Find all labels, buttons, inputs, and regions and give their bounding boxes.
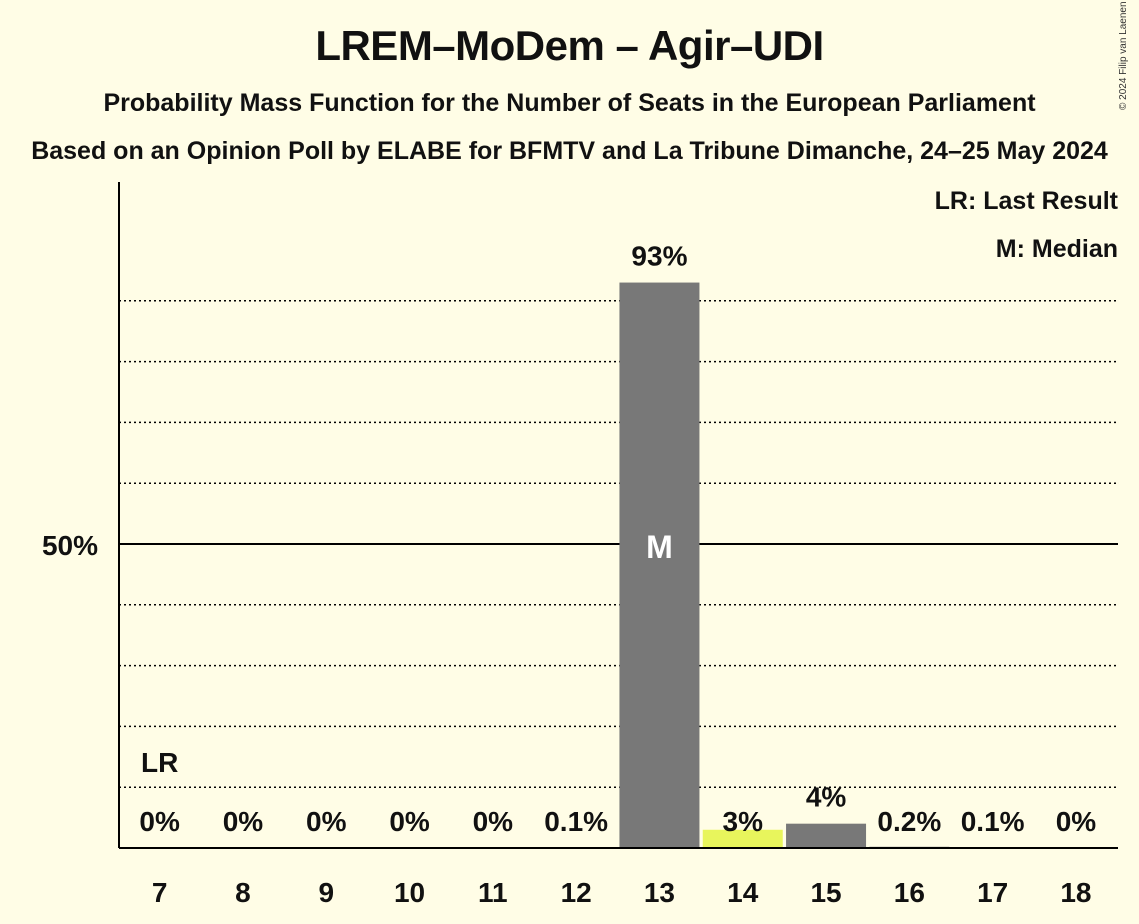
bar-value-label: 0% bbox=[306, 806, 347, 837]
grid-lines bbox=[119, 300, 1118, 788]
chart-subtitle: Probability Mass Function for the Number… bbox=[103, 89, 1036, 117]
x-tick-label: 7 bbox=[152, 877, 168, 908]
x-tick-label: 10 bbox=[394, 877, 425, 908]
bar-value-label: 0% bbox=[139, 806, 180, 837]
bar-value-label: 93% bbox=[631, 241, 687, 272]
median-marker: M bbox=[646, 529, 673, 565]
bar-value-label: 0% bbox=[223, 806, 264, 837]
bar-14 bbox=[702, 829, 783, 848]
bar-value-label: 0.1% bbox=[961, 806, 1025, 837]
chart-title: LREM–MoDem – Agir–UDI bbox=[315, 22, 824, 69]
x-tick-label: 17 bbox=[977, 877, 1008, 908]
legend-last-result: LR: Last Result bbox=[935, 187, 1119, 215]
axes bbox=[118, 182, 1118, 849]
labels: 50% 0% 7 LR 0% 8 0% 9 0% 10 0% 11 0.1% 12 93% 13 M 3% 14 4%… bbox=[42, 241, 1096, 908]
x-tick-label: 15 bbox=[810, 877, 841, 908]
y-tick-label: 50% bbox=[42, 530, 98, 561]
last-result-marker: LR bbox=[141, 747, 178, 778]
bar-value-label: 0.1% bbox=[544, 806, 608, 837]
bar-value-label: 0.2% bbox=[877, 806, 941, 837]
bar-13 bbox=[619, 282, 700, 848]
bar-15 bbox=[786, 823, 867, 848]
legend-median: M: Median bbox=[996, 235, 1118, 263]
bars bbox=[536, 282, 1033, 848]
x-tick-label: 16 bbox=[894, 877, 925, 908]
x-tick-label: 18 bbox=[1060, 877, 1091, 908]
bar-value-label: 0% bbox=[473, 806, 514, 837]
bar-value-label: 0% bbox=[1056, 806, 1097, 837]
bar-value-label: 0% bbox=[389, 806, 430, 837]
x-tick-label: 8 bbox=[235, 877, 251, 908]
x-tick-label: 13 bbox=[644, 877, 675, 908]
bar-value-label: 3% bbox=[723, 806, 764, 837]
x-tick-label: 9 bbox=[318, 877, 334, 908]
x-tick-label: 14 bbox=[727, 877, 759, 908]
x-tick-label: 12 bbox=[561, 877, 592, 908]
x-tick-label: 11 bbox=[478, 877, 508, 908]
chart-source: Based on an Opinion Poll by ELABE for BF… bbox=[31, 137, 1108, 165]
bar-value-label: 4% bbox=[806, 782, 847, 813]
